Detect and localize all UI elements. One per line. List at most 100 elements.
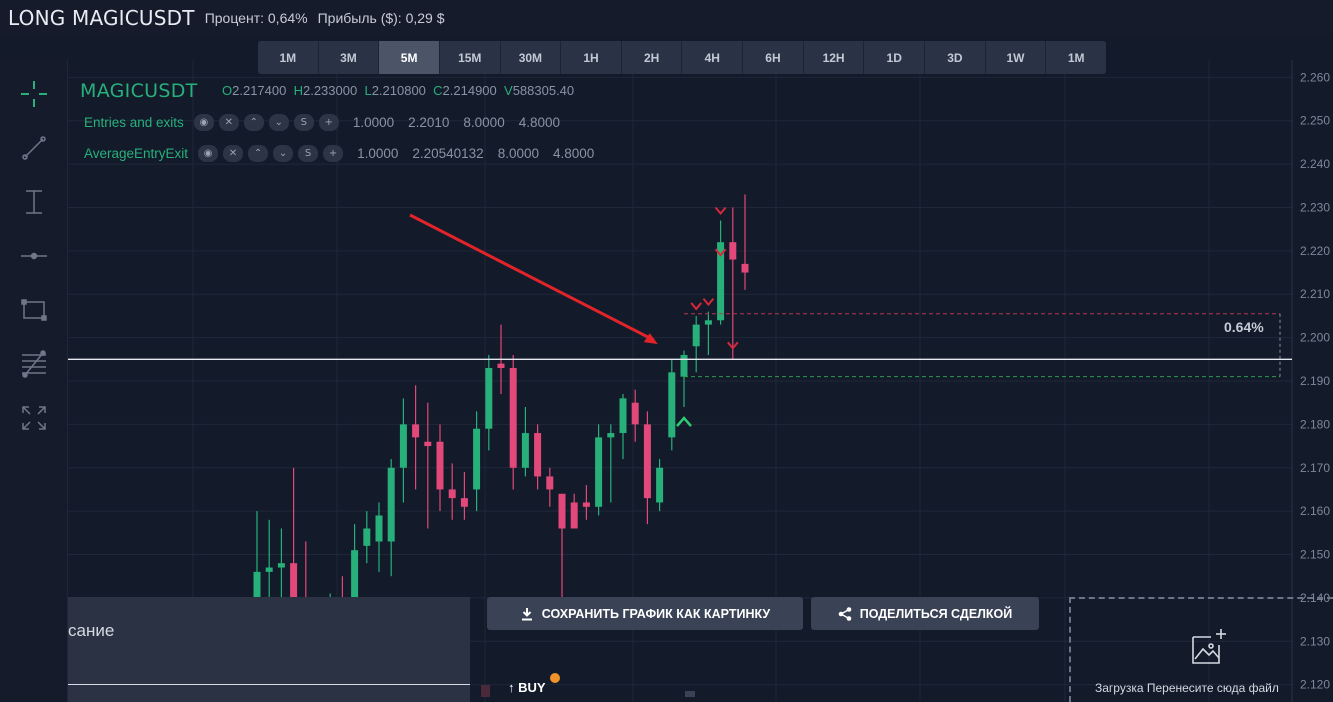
candle-body: [412, 424, 420, 438]
description-panel[interactable]: сание: [68, 597, 470, 702]
add-image-icon: [1192, 629, 1226, 664]
crosshair-tool[interactable]: [14, 76, 54, 112]
candle-body: [680, 354, 688, 377]
horizontal-ray-tool[interactable]: [14, 238, 54, 274]
horizontal-ray-icon: [21, 252, 47, 260]
settings-icon[interactable]: S: [298, 145, 319, 162]
indicator-row: Entries and exits ◉ ✕ ⌃ ⌄ S + 1.0000 2.2…: [84, 114, 560, 131]
add-icon[interactable]: +: [323, 145, 344, 162]
rectangle-icon: [21, 299, 47, 321]
settings-icon[interactable]: S: [293, 114, 314, 131]
low-label: L: [364, 83, 372, 98]
chevron-down-icon[interactable]: ⌄: [273, 145, 294, 162]
volume-bar: [481, 685, 490, 697]
candle-body: [607, 433, 615, 438]
chevron-up-icon[interactable]: ⌃: [243, 114, 264, 131]
timeframe-button[interactable]: 4H: [682, 41, 744, 74]
price-axis-label: 2.160: [1300, 504, 1330, 518]
annotation-arrow: [409, 213, 655, 342]
eye-icon[interactable]: ◉: [193, 114, 214, 131]
candle-body: [631, 402, 639, 425]
candle-body: [729, 242, 737, 260]
candle-body: [534, 433, 542, 477]
chart-canvas[interactable]: 2.260 2.250 2.240 2.230 2.220 2.210 2.200 2.190…: [68, 60, 1333, 702]
candle-body: [717, 242, 725, 321]
candle-body: [351, 550, 359, 598]
indicator-row: AverageEntryExit ◉ ✕ ⌃ ⌄ S + 1.0000 2.20…: [84, 145, 594, 162]
rectangle-tool[interactable]: [14, 292, 54, 328]
candle-body: [424, 441, 432, 447]
eye-icon[interactable]: ◉: [198, 145, 219, 162]
fullscreen-icon: [22, 406, 46, 430]
candle-body: [265, 567, 273, 572]
price-axis-label: 2.120: [1300, 678, 1330, 692]
indicator-value: 1.0000: [352, 115, 395, 130]
indicator-value: 2.2010: [408, 115, 450, 130]
candle-body: [656, 467, 664, 503]
fib-levels-tool[interactable]: [14, 346, 54, 382]
remove-icon[interactable]: ✕: [218, 114, 239, 131]
profit-stat: Прибыль ($): 0,29 $: [317, 10, 445, 26]
volume-bar: [685, 691, 695, 697]
timeframe-button[interactable]: 1H: [561, 41, 622, 74]
timeframe-bar: 1M 3M 5M 15M 30M 1H 2H 4H 6H 12H 1D 3D 1…: [258, 41, 1106, 74]
download-icon: [521, 607, 532, 620]
candle-body: [460, 498, 468, 507]
timeframe-button[interactable]: 15M: [440, 41, 501, 74]
vertical-line-tool[interactable]: [14, 184, 54, 220]
chevron-down-icon[interactable]: ⌄: [268, 114, 289, 131]
candle-body: [643, 424, 651, 499]
save-chart-image-button[interactable]: СОХРАНИТЬ ГРАФИК КАК КАРТИНКУ: [487, 597, 803, 630]
add-icon[interactable]: +: [318, 114, 339, 131]
candle-body: [363, 528, 371, 546]
indicator-value: 1.0000: [357, 146, 399, 161]
description-text: сание: [68, 621, 115, 640]
open-label: O: [222, 83, 233, 98]
timeframe-button[interactable]: 6H: [743, 41, 804, 74]
timeframe-button[interactable]: 3M: [319, 41, 380, 74]
candle-body: [497, 363, 505, 368]
position-percent-label: 0.64%: [1224, 319, 1264, 335]
timeframe-button[interactable]: 1M: [258, 41, 319, 74]
price-axis-label: 2.260: [1300, 70, 1330, 84]
price-axis-label: 2.210: [1300, 287, 1330, 301]
timeframe-button[interactable]: 12H: [804, 41, 865, 74]
trend-line-tool[interactable]: [14, 130, 54, 166]
buy-marker-label: ↑ BUY: [508, 680, 546, 695]
remove-icon[interactable]: ✕: [223, 145, 244, 162]
close-label: C: [433, 83, 443, 98]
indicator-value: 8.0000: [497, 146, 539, 161]
share-trade-button[interactable]: ПОДЕЛИТЬСЯ СДЕЛКОЙ: [811, 597, 1039, 630]
chevron-up-icon[interactable]: ⌃: [248, 145, 269, 162]
candle-body: [619, 398, 627, 434]
file-drop-zone[interactable]: Загрузка Перенесите сюда файл: [1069, 597, 1333, 702]
fullscreen-tool[interactable]: [14, 400, 54, 436]
sell-marker: [702, 297, 715, 307]
timeframe-button[interactable]: 30M: [501, 41, 562, 74]
candle-body: [277, 563, 285, 568]
candle-body: [741, 263, 749, 273]
indicator-name: Entries and exits: [84, 115, 184, 130]
timeframe-button[interactable]: 1D: [864, 41, 926, 74]
buy-marker: [676, 416, 692, 427]
timeframe-button[interactable]: 2H: [622, 41, 683, 74]
candle-body: [582, 502, 590, 507]
timeframe-button[interactable]: 1W: [986, 41, 1047, 74]
volume-value: 588305.40: [512, 83, 575, 98]
price-chart[interactable]: 2.260 2.250 2.240 2.230 2.220 2.210 2.200 2.190…: [68, 60, 1333, 702]
indicator-value: 4.8000: [552, 146, 595, 161]
timeframe-button[interactable]: 1M: [1067, 50, 1085, 65]
crosshair-icon: [21, 81, 47, 107]
indicator-value: 8.0000: [463, 115, 505, 130]
sell-marker: [714, 248, 727, 257]
price-axis-label: 2.220: [1300, 244, 1330, 258]
drawing-toolbar: [0, 60, 68, 702]
file-drop-text: Загрузка Перенесите сюда файл: [1095, 681, 1279, 695]
price-axis-label: 2.190: [1300, 374, 1330, 388]
timeframe-button[interactable]: 5M: [379, 41, 440, 74]
price-axis-label: 2.230: [1300, 200, 1330, 214]
high-value: 2.233000: [302, 83, 358, 98]
candle-body: [509, 367, 517, 468]
open-value: 2.217400: [232, 83, 287, 98]
timeframe-button[interactable]: 3D: [925, 41, 986, 74]
